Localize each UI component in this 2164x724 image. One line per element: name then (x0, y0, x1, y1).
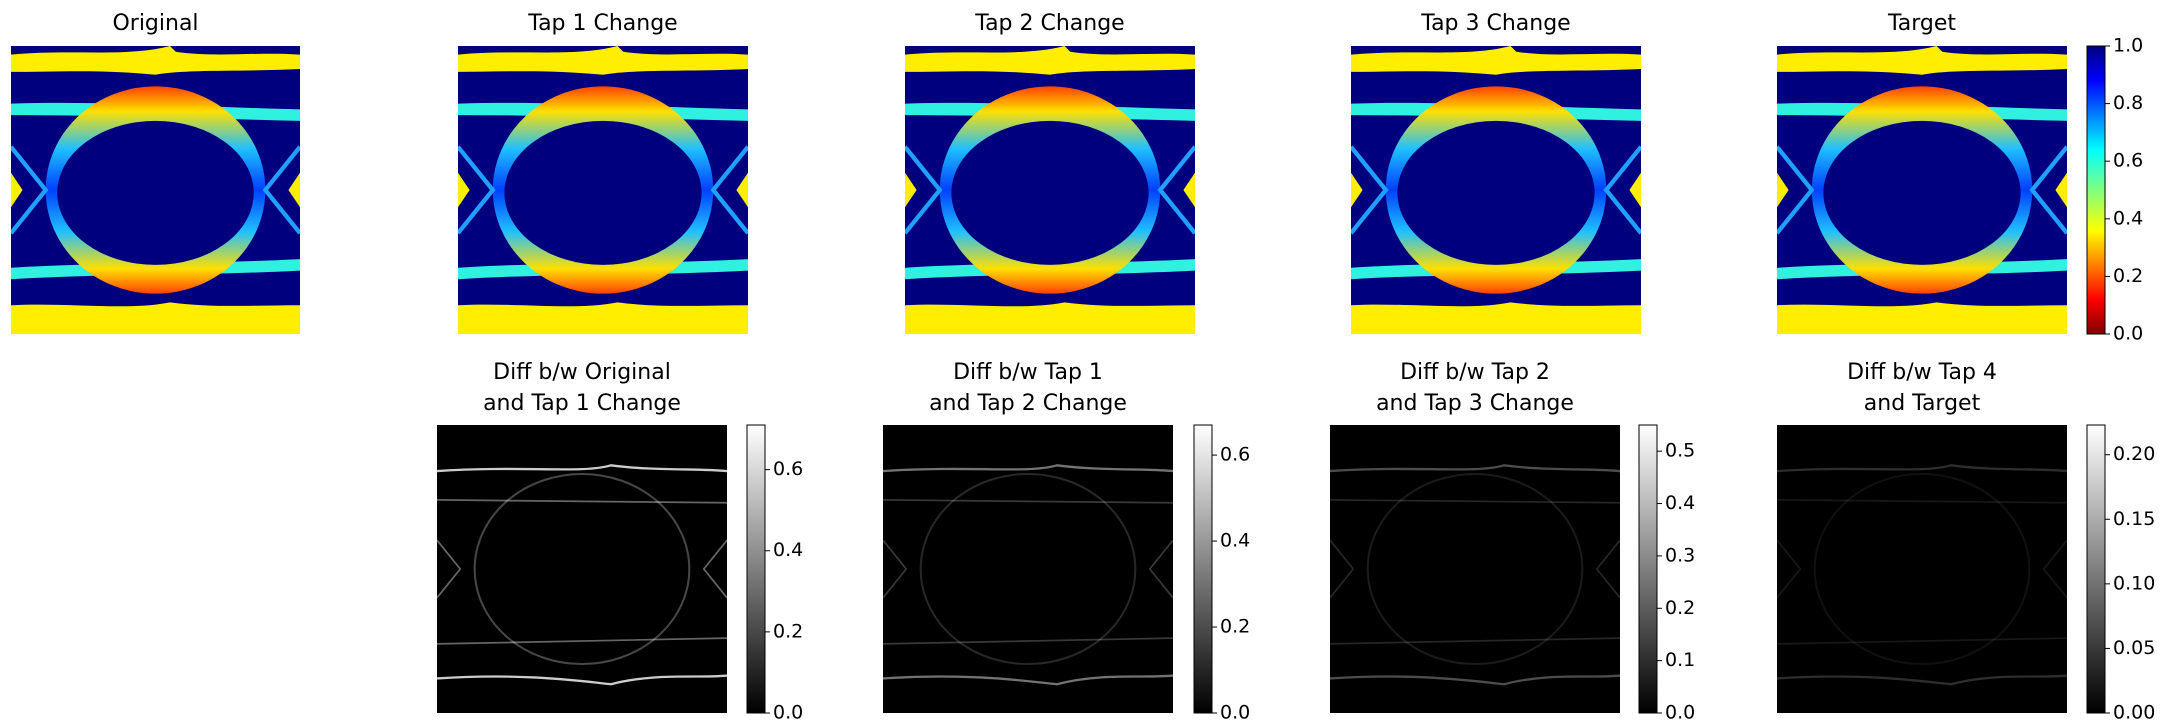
diff-eye (1366, 472, 1584, 666)
colorbar (746, 424, 766, 714)
colorbar-tick-label: 0.6 (1220, 444, 1250, 466)
eye-opening (1823, 120, 2021, 265)
colorbar-tick-label: 0.0 (2113, 323, 2143, 345)
diff-trace (437, 464, 727, 686)
panel-title: Tap 3 Change (1421, 11, 1571, 36)
colorbar-tick-label: 1.0 (2113, 35, 2143, 57)
eye-opening (951, 120, 1149, 265)
eye-opening (57, 120, 254, 265)
eye-opening (1397, 120, 1595, 265)
colorbar-tick-label: 0.05 (2113, 637, 2155, 659)
panel-title: Target (1887, 11, 1957, 36)
crossing (905, 145, 1195, 235)
band (905, 302, 1195, 334)
image (11, 46, 300, 334)
diff-eye (919, 472, 1137, 666)
band (458, 46, 748, 75)
colorbar-tick-label: 0.10 (2113, 572, 2155, 594)
image (1330, 425, 1620, 713)
band (11, 46, 300, 75)
colorbar-tick-label: 0.8 (2113, 92, 2143, 114)
crossing (1351, 145, 1641, 235)
image (883, 425, 1173, 713)
band (11, 302, 300, 334)
image (458, 46, 748, 334)
panel-title: Diff b/w Tap 2 and Tap 3 Change (1376, 360, 1574, 416)
colorbar-tick-label: 0.4 (2113, 207, 2143, 229)
diff-trace (883, 499, 1173, 645)
colorbar (2086, 45, 2106, 335)
background (1777, 425, 2067, 713)
diff-trace (1330, 464, 1620, 686)
colorbar-tick-label: 0.2 (1220, 616, 1250, 638)
colorbar-tick-label: 0.2 (773, 620, 803, 642)
diff-eye (473, 472, 691, 666)
diff-trace (437, 499, 727, 645)
colorbar-tick-label: 0.1 (1665, 649, 1695, 671)
colorbar (2086, 424, 2106, 714)
colorbar-tick-label: 0.0 (1220, 702, 1250, 724)
colorbar-tick-label: 0.6 (773, 458, 803, 480)
diff-trace (883, 464, 1173, 686)
background (883, 425, 1173, 713)
image (1351, 46, 1641, 334)
diff-trace (1777, 499, 2067, 645)
panel-title: Tap 2 Change (975, 11, 1125, 36)
colorbar (1193, 424, 1213, 714)
image (1777, 425, 2067, 713)
panel-title: Diff b/w Tap 1 and Tap 2 Change (929, 360, 1127, 416)
panel-title: Tap 1 Change (528, 11, 678, 36)
colorbar-tick-label: 0.15 (2113, 508, 2155, 530)
colorbar-tick-label: 0.00 (2113, 702, 2155, 724)
colorbar-tick-label: 0.5 (1665, 440, 1695, 462)
crossing (11, 145, 300, 235)
crossing (1777, 145, 2067, 235)
colorbar-tick-label: 0.4 (1665, 492, 1695, 514)
band (1351, 302, 1641, 334)
band (1777, 302, 2067, 334)
panel-title: Original (112, 11, 199, 36)
band (905, 46, 1195, 75)
colorbar-tick-label: 0.2 (1665, 597, 1695, 619)
image (437, 425, 727, 713)
background (437, 425, 727, 713)
colorbar (1638, 424, 1658, 714)
diff-eye (1813, 472, 2031, 666)
diff-trace (1330, 499, 1620, 645)
colorbar-tick-label: 0.3 (1665, 544, 1695, 566)
band (1351, 46, 1641, 75)
panel-title: Diff b/w Original and Tap 1 Change (483, 360, 681, 416)
colorbar-tick-label: 0.0 (773, 702, 803, 724)
eye-opening (504, 120, 702, 265)
colorbar-tick-label: 0.4 (1220, 530, 1250, 552)
band (1777, 46, 2067, 75)
colorbar-tick-label: 0.6 (2113, 150, 2143, 172)
image (905, 46, 1195, 334)
band (458, 302, 748, 334)
diff-trace (1777, 464, 2067, 686)
crossing (458, 145, 748, 235)
panel-title: Diff b/w Tap 4 and Target (1847, 360, 1997, 416)
colorbar-tick-label: 0.20 (2113, 443, 2155, 465)
colorbar-tick-label: 0.4 (773, 539, 803, 561)
background (1330, 425, 1620, 713)
colorbar-tick-label: 0.2 (2113, 265, 2143, 287)
colorbar-tick-label: 0.0 (1665, 702, 1695, 724)
image (1777, 46, 2067, 334)
